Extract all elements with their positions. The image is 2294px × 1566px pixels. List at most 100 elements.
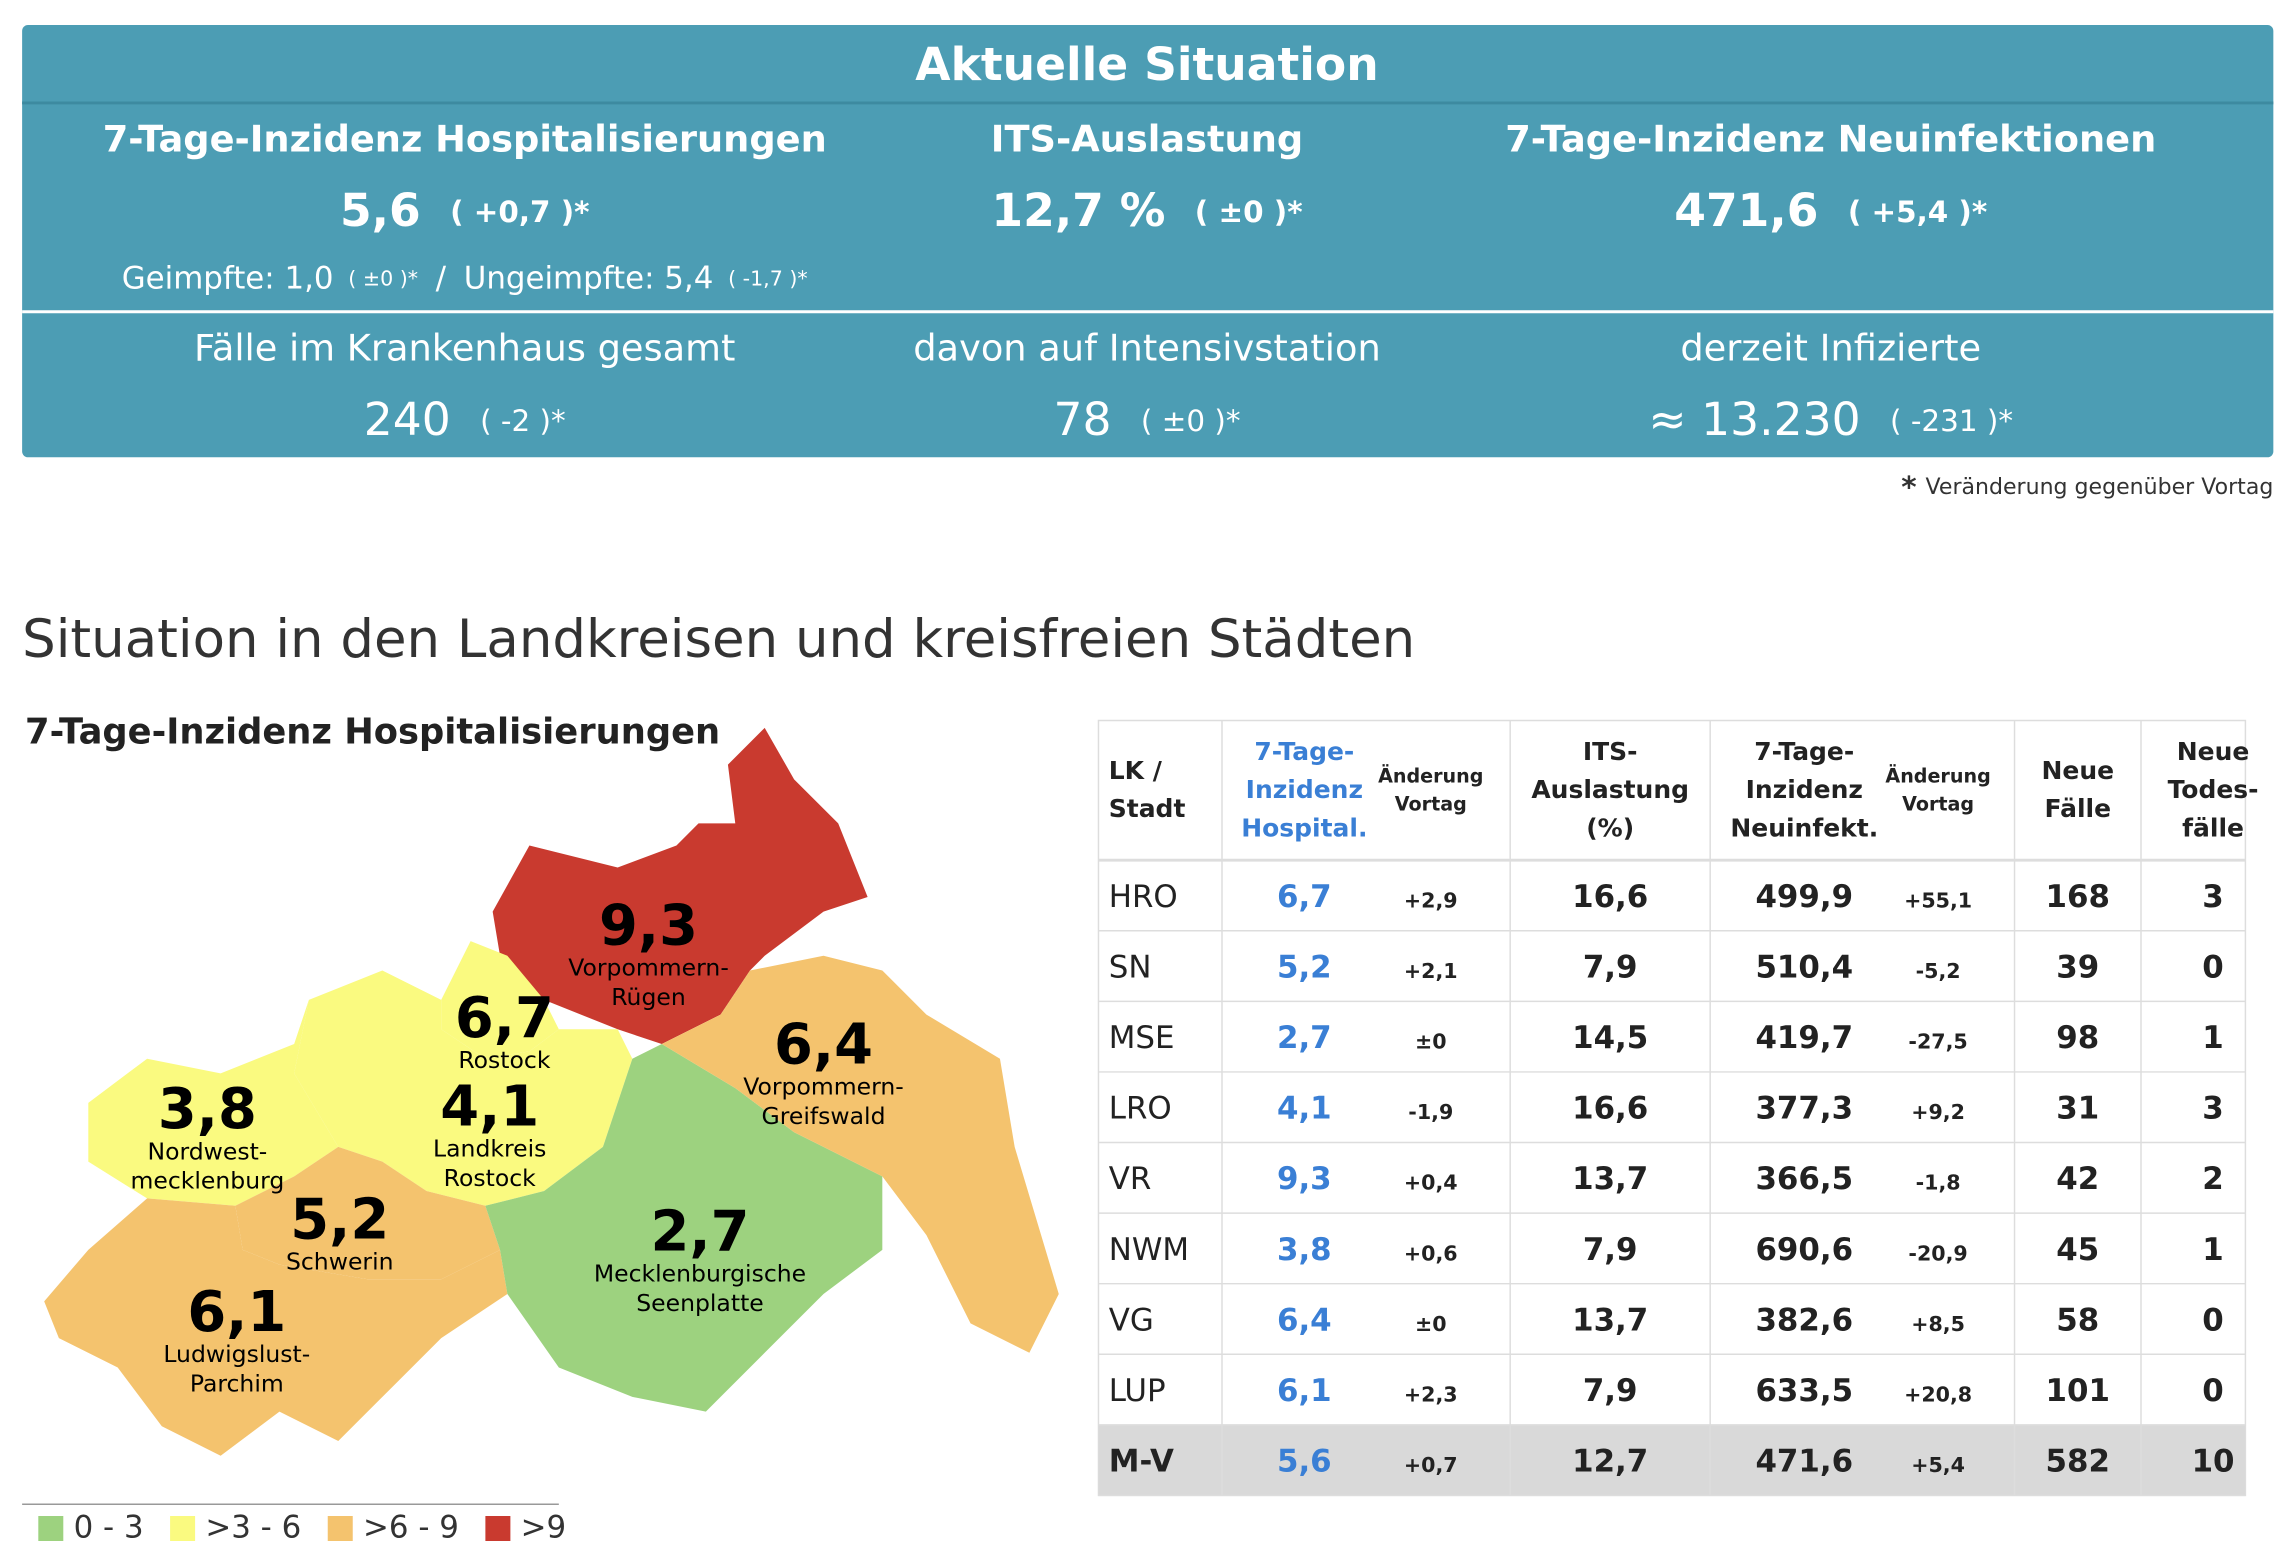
header-cell: Neue (2041, 756, 2114, 785)
region-sn (235, 1146, 501, 1280)
table-cell: 382,6 (1755, 1302, 1853, 1338)
table-cell: VG (1109, 1302, 1154, 1338)
legend-label: >3 - 6 (205, 1510, 301, 1546)
kpi-label: 7-Tage-Inzidenz Neuinfektionen (1505, 118, 2156, 161)
header-cell: ITS- (1583, 737, 1638, 766)
table-cell: 7,9 (1583, 950, 1638, 986)
table-cell: +8,5 (1911, 1312, 1965, 1336)
vaccination-split: Geimpfte: 1,0 ( ±0 )* / Ungeimpfte: 5,4 ( -1… (122, 260, 808, 296)
table-cell: 13,7 (1572, 1302, 1648, 1338)
table-cell: 6,1 (1277, 1373, 1332, 1409)
header-cell: Neue (2177, 737, 2250, 766)
table-cell: 6,7 (1277, 879, 1332, 915)
split-unvaccinated: Ungeimpfte: 5,4 (464, 260, 714, 296)
table-cell: 6,4 (1277, 1302, 1332, 1338)
count-label: derzeit Infizierte (1680, 326, 1981, 369)
region-name: Schwerin (286, 1248, 394, 1276)
summary-title: Aktuelle Situation (915, 38, 1378, 91)
table-cell: 2 (2202, 1161, 2223, 1197)
region-mse (485, 1044, 883, 1412)
table-cell: 510,4 (1755, 950, 1853, 986)
table-cell: 31 (2056, 1091, 2099, 1127)
kpi: 5,6 ( +0,7 )* (340, 184, 590, 237)
footnote: * Veränderung gegenüber Vortag (1901, 470, 2273, 504)
table-cell: 12,7 (1572, 1444, 1648, 1480)
table-cell: +5,4 (1911, 1453, 1965, 1477)
table-cell: LRO (1109, 1091, 1172, 1127)
footnote-mark: * (1901, 470, 1916, 504)
header-cell: 7-Tage- (1754, 737, 1854, 766)
count-change: ( -2 )* (480, 404, 566, 438)
region-name: mecklenburg (130, 1167, 284, 1195)
table-cell: +2,1 (1404, 959, 1458, 983)
table-cell: 42 (2056, 1161, 2099, 1197)
kpi-change: ( +5,4 )* (1848, 195, 1987, 229)
legend-swatch (327, 1516, 353, 1542)
count-change: ( ±0 )* (1141, 404, 1241, 438)
kpi-value: 471,6 (1674, 184, 1818, 237)
table-cell: SN (1109, 950, 1152, 986)
table-cell: 58 (2056, 1302, 2099, 1338)
table-cell: +9,2 (1911, 1100, 1965, 1124)
legend-swatch (485, 1516, 511, 1542)
count-value: ≈ 13.230 (1648, 393, 1860, 446)
table-cell: 45 (2056, 1232, 2099, 1268)
region-hro (441, 941, 559, 1059)
header-cell: Auslastung (1531, 775, 1689, 804)
header-cell: Änderung (1378, 764, 1483, 788)
footnote-text: Veränderung gegenüber Vortag (1926, 475, 2274, 500)
table-cell: 7,9 (1583, 1373, 1638, 1409)
kpi-label: 7-Tage-Inzidenz Hospitalisierungen (103, 118, 827, 161)
table-cell: 7,9 (1583, 1232, 1638, 1268)
table-cell: 101 (2046, 1373, 2110, 1409)
region-value: 6,7 (455, 986, 554, 1051)
header-cell: (%) (1586, 813, 1634, 842)
table-cell: 0 (2202, 950, 2223, 986)
table-cell: +20,8 (1904, 1382, 1972, 1406)
legend-label: 0 - 3 (74, 1510, 144, 1546)
table-cell: 3 (2202, 1091, 2223, 1127)
table-cell: ±0 (1415, 1312, 1447, 1336)
table-cell: 3,8 (1277, 1232, 1332, 1268)
table-cell: 16,6 (1572, 1091, 1648, 1127)
table-cell: 98 (2056, 1020, 2099, 1056)
table-cell: 471,6 (1755, 1444, 1853, 1480)
header-cell: Hospital. (1241, 813, 1367, 842)
region-name: Rügen (611, 983, 686, 1011)
count-label: Fälle im Krankenhaus gesamt (194, 326, 735, 369)
split-vaccinated: Geimpfte: 1,0 (122, 260, 334, 296)
count: ≈ 13.230 ( -231 )* (1648, 393, 2013, 446)
kpi: 12,7 % ( ±0 )* (991, 184, 1302, 237)
table-cell: 2,7 (1277, 1020, 1332, 1056)
header-cell: Neuinfekt. (1730, 813, 1878, 842)
header-cell: Todes- (2168, 775, 2259, 804)
count-label: davon auf Intensivstation (913, 326, 1381, 369)
region-value: 5,2 (290, 1188, 389, 1253)
header-cell: Fälle (2045, 794, 2112, 823)
table-cell: +55,1 (1904, 888, 1972, 912)
table-cell: ±0 (1415, 1030, 1447, 1054)
table-cell: -1,8 (1916, 1171, 1961, 1195)
region-vg (661, 955, 1059, 1353)
table-cell: VR (1109, 1161, 1152, 1197)
header-cell: Inzidenz (1246, 775, 1363, 804)
region-name: Nordwest- (147, 1137, 267, 1165)
legend-label: >9 (521, 1510, 567, 1546)
region-value: 2,7 (651, 1199, 750, 1264)
table-cell: 1 (2202, 1232, 2223, 1268)
table-cell: 9,3 (1277, 1161, 1332, 1197)
kpi: 471,6 ( +5,4 )* (1674, 184, 1987, 237)
header-cell: fälle (2182, 813, 2244, 842)
table-cell: 690,6 (1755, 1232, 1853, 1268)
region-value: 4,1 (440, 1074, 539, 1139)
region-name: Rostock (458, 1046, 550, 1074)
table-cell: 39 (2056, 950, 2099, 986)
table-cell: M-V (1109, 1444, 1174, 1480)
region-value: 9,3 (599, 893, 698, 958)
header-cell: Vortag (1902, 793, 1974, 816)
table-cell: HRO (1109, 879, 1178, 915)
header-cell: Inzidenz (1746, 775, 1863, 804)
count-value: 78 (1053, 393, 1111, 446)
region-value: 6,1 (187, 1280, 286, 1345)
